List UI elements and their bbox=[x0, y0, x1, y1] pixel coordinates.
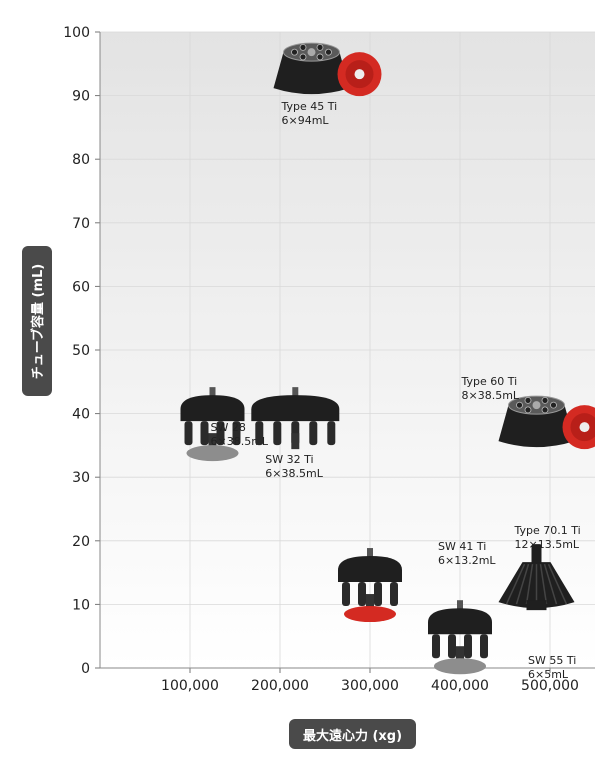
rotor-type-60-ti: Type 60 Ti8×38.5mL bbox=[461, 375, 595, 450]
rotor-capacity-label: 6×38.5mL bbox=[265, 467, 323, 480]
x-tick-label: 100,000 bbox=[161, 678, 219, 694]
rotor-sw-28: SW 286×38.5mL bbox=[180, 387, 269, 462]
x-tick-label: 500,000 bbox=[521, 678, 579, 694]
rotor-points: Type 45 Ti6×94mL Type 60 Ti8×38.5mL Type 7… bbox=[180, 42, 595, 681]
y-tick-label: 30 bbox=[72, 470, 90, 486]
y-tick-label: 70 bbox=[72, 216, 90, 232]
rotor-sw-55-ti-image bbox=[428, 600, 492, 675]
rotor-sw-55-ti: SW 55 Ti6×5mL bbox=[428, 600, 576, 681]
rotor-capacity-label: 8×38.5mL bbox=[462, 389, 520, 402]
rotor-name-label: SW 28 bbox=[211, 421, 246, 434]
rotor-name-label: Type 60 Ti bbox=[461, 375, 518, 388]
y-tick-label: 10 bbox=[72, 597, 90, 613]
rotor-name-label: Type 45 Ti bbox=[281, 100, 338, 113]
y-tick-label: 80 bbox=[72, 152, 90, 168]
rotor-capacity-label: 6×13.2mL bbox=[438, 554, 496, 567]
rotor-capacity-label: 12×13.5mL bbox=[515, 538, 580, 551]
y-tick-label: 50 bbox=[72, 343, 90, 359]
rotor-sw-32-ti-image bbox=[251, 387, 340, 450]
y-tick-label: 40 bbox=[72, 407, 90, 423]
gridlines bbox=[100, 31, 595, 668]
rotor-sw-28-image bbox=[180, 387, 245, 462]
rotor-name-label: Type 70.1 Ti bbox=[514, 524, 581, 537]
axes bbox=[95, 31, 595, 673]
y-tick-label: 100 bbox=[63, 25, 90, 41]
x-axis-label-text: 最大遠心力 (xg) bbox=[302, 728, 403, 744]
rotor-capacity-label: 6×5mL bbox=[528, 668, 569, 681]
rotor-type-70-1-ti-image bbox=[498, 544, 575, 611]
y-axis-label: チューブ容量 (mL) bbox=[22, 246, 52, 396]
rotor-type-60-ti-image bbox=[498, 395, 595, 450]
rotor-sw-41-ti-image bbox=[338, 548, 402, 623]
rotor-capacity-label: 6×38.5mL bbox=[211, 435, 269, 448]
x-tick-labels: 100,000 200,000 300,000 400,000 500,000 bbox=[161, 678, 579, 694]
y-tick-label: 20 bbox=[72, 534, 90, 550]
rotor-name-label: SW 32 Ti bbox=[265, 453, 313, 466]
rotor-name-label: SW 41 Ti bbox=[438, 540, 486, 553]
rotor-sw-32-ti: SW 32 Ti6×38.5mL bbox=[251, 387, 340, 480]
rotor-capacity-label: 6×94mL bbox=[282, 114, 330, 127]
y-tick-label: 60 bbox=[72, 279, 90, 295]
y-tick-label: 90 bbox=[72, 89, 90, 105]
x-axis-label: 最大遠心力 (xg) bbox=[289, 719, 416, 749]
rotor-sw-41-ti: SW 41 Ti6×13.2mL bbox=[338, 540, 496, 623]
x-tick-label: 300,000 bbox=[341, 678, 399, 694]
y-tick-labels: 0 10 20 30 40 50 60 70 80 90 100 bbox=[63, 25, 90, 677]
y-tick-label: 0 bbox=[81, 661, 90, 677]
rotor-type-45-ti: Type 45 Ti6×94mL bbox=[273, 42, 382, 127]
y-axis-label-text: チューブ容量 (mL) bbox=[31, 263, 47, 379]
rotor-type-45-ti-image bbox=[273, 42, 382, 97]
x-tick-label: 400,000 bbox=[431, 678, 489, 694]
rotor-name-label: SW 55 Ti bbox=[528, 654, 576, 667]
x-tick-label: 200,000 bbox=[251, 678, 309, 694]
